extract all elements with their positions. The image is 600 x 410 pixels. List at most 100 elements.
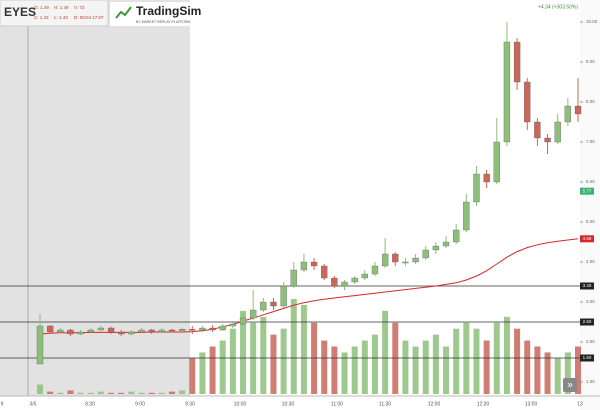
x-tick-label: 12:00 [428, 401, 441, 407]
candle-body [178, 329, 186, 331]
candle-body [47, 325, 54, 333]
candle-body [341, 281, 348, 287]
volume-bar [179, 390, 186, 394]
volume-bar [300, 304, 307, 394]
candle-body [321, 265, 328, 279]
y-tick-label: 8.00 [586, 99, 595, 104]
volume-bar [361, 340, 368, 394]
x-tick-label: 8:30 [85, 401, 95, 407]
y-tick-label: 3.00 [586, 299, 595, 304]
volume-bar [189, 358, 196, 394]
candle-body [442, 241, 450, 247]
volume-bar [158, 392, 165, 394]
candle-body [554, 121, 561, 143]
x-tick-label: 9 [1, 401, 4, 407]
volume-bar [128, 391, 135, 394]
candle-body [158, 329, 165, 333]
candle-body [453, 229, 460, 243]
candle-body [97, 327, 105, 331]
volume-bar [514, 328, 521, 394]
volume-bar [37, 384, 43, 394]
candle-body [270, 301, 277, 307]
candle-body [463, 201, 470, 231]
candle-body [483, 173, 490, 183]
volume-bar [47, 391, 54, 394]
volume-bar [473, 328, 480, 394]
y-axis-gutter [580, 0, 600, 410]
x-tick-label: 11:00 [331, 401, 343, 407]
x-tick-label: 13 [577, 401, 583, 407]
volume-bar [382, 310, 389, 394]
x-tick-label: 11:30 [379, 401, 391, 407]
candle-body [300, 261, 308, 271]
volume-bar [564, 352, 571, 394]
y-tick-label: 1.00 [586, 379, 595, 384]
candle-body [209, 327, 216, 331]
volume-bar [67, 390, 74, 394]
candle-body [219, 325, 226, 331]
candle-body [392, 253, 399, 263]
volume-bar [240, 310, 247, 394]
level-tag [580, 282, 594, 290]
volume-bar [402, 340, 409, 394]
volume-bar [87, 392, 94, 394]
level-label: 1.60 [583, 355, 592, 360]
logo: TradingSim [136, 4, 201, 18]
volume-bar [412, 346, 419, 394]
scroll-button-label[interactable]: » [567, 380, 573, 391]
volume-bar [168, 391, 175, 394]
volume-bar [77, 392, 84, 394]
level-label: 2.50 [583, 319, 592, 324]
candle-body [239, 317, 247, 325]
volume-bar [351, 346, 358, 394]
candle-body [473, 173, 480, 203]
volume-bar [57, 392, 64, 394]
candle-body [412, 257, 419, 263]
ticker: EYES [4, 5, 36, 19]
x-tick-label: 10:30 [282, 401, 295, 407]
candle-body [503, 41, 511, 143]
logo-tagline: BY MARKET REPLAY PLATFORM [136, 20, 190, 24]
candle-body [371, 265, 379, 275]
last-tag [580, 187, 594, 195]
candle-body [189, 329, 196, 331]
candle-body [57, 329, 64, 333]
candle-body [128, 331, 135, 335]
x-tick-label: 10:00 [234, 401, 247, 407]
y-tick-label: 9.00 [586, 59, 595, 64]
volume-bar [371, 334, 378, 394]
volume-bar [270, 334, 277, 394]
plot: 10.00 9.00 8.00 7.00 6.00 5.00 4.00 3.00 2.00 1.0… [0, 19, 598, 407]
volume-bar [483, 340, 490, 394]
candle-body [331, 277, 338, 287]
candle-body [229, 323, 237, 327]
candle-body [138, 329, 145, 333]
volume-bar [544, 352, 551, 394]
ohlc-field: L: 1.43 [54, 15, 68, 20]
volume-bar [118, 392, 125, 394]
last-label: 4.58 [583, 236, 592, 241]
volume-bar [199, 352, 206, 394]
candle-body [148, 329, 155, 333]
volume-bar [219, 340, 226, 394]
volume-bar [280, 328, 287, 394]
level-tag [580, 354, 594, 362]
candle-body [118, 331, 125, 335]
y-tick-label: 5.00 [586, 219, 595, 224]
volume-bar [554, 358, 561, 394]
ohlc-field: C: 1.43 [34, 15, 49, 20]
volume-bar [432, 334, 439, 394]
volume-bar [148, 392, 155, 394]
ohlc-field: V: 73 [74, 5, 85, 10]
candle-body [564, 105, 571, 123]
ohlc-field: O: 1.49 [34, 5, 49, 10]
candle-body [351, 277, 358, 283]
ohlc-field: D: 09:04 17:07 [74, 15, 104, 20]
volume-bar [422, 340, 429, 394]
volume-bar [443, 346, 450, 394]
volume-bar [341, 352, 348, 394]
scroll-button[interactable] [563, 378, 577, 392]
volume-bar [97, 391, 104, 394]
volume-bar [331, 346, 338, 394]
